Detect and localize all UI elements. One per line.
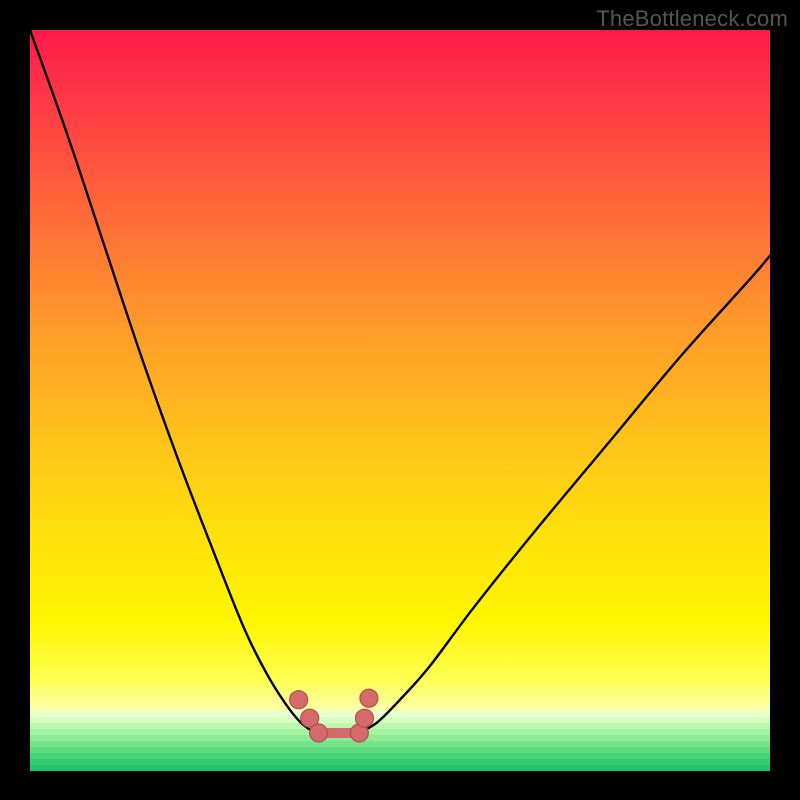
chart-root: TheBottleneck.com: [0, 0, 800, 800]
marker-point: [355, 709, 373, 727]
curve-left: [30, 30, 313, 732]
watermark-text: TheBottleneck.com: [596, 6, 788, 32]
marker-point: [290, 691, 308, 709]
curve-layer: [30, 30, 770, 770]
marker-point: [310, 724, 328, 742]
plot-area: [30, 30, 770, 770]
marker-point: [360, 689, 378, 707]
curve-right: [362, 256, 770, 732]
